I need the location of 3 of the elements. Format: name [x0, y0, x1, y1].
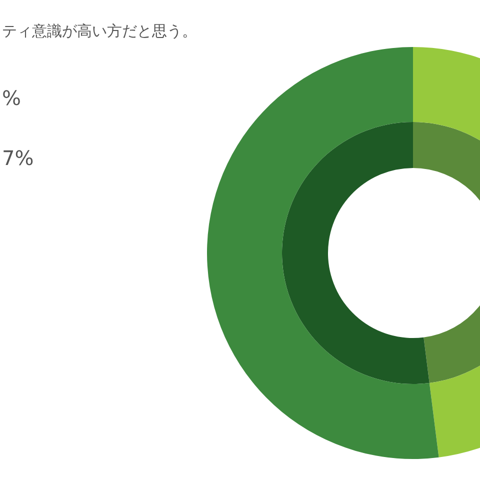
text: 7% [2, 146, 34, 170]
chart-title: ティ意識が高い方だと思う。 [2, 22, 197, 41]
text: % [2, 86, 22, 110]
